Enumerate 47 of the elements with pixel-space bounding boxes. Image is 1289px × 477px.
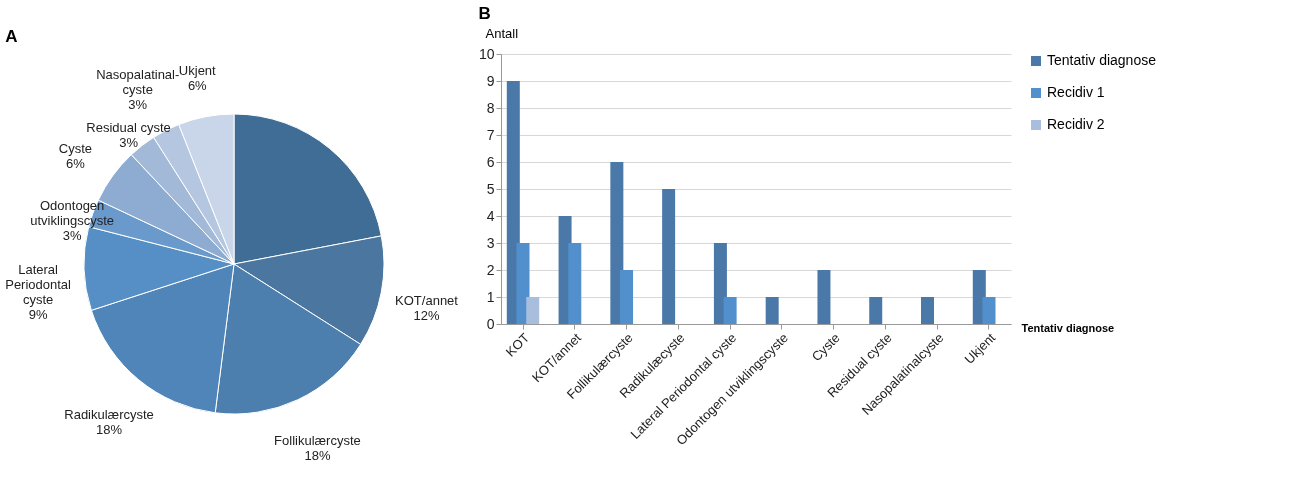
slice-label: KOT/annet [395, 292, 459, 308]
chart-title: B [478, 4, 491, 23]
bar [610, 162, 624, 324]
legend-label: Recidiv 1 [1047, 84, 1105, 100]
data-label: 18% [304, 448, 331, 464]
slice-label: Nasopalatinal- cyste [96, 67, 180, 98]
data-label: 6% [66, 155, 86, 171]
bar [506, 81, 520, 324]
data-label: 18% [96, 422, 123, 438]
y-tick-label: 2 [486, 261, 495, 278]
bar [526, 297, 540, 324]
bar [982, 297, 996, 324]
bar [568, 243, 582, 324]
slice-label: Radikulærcyste [64, 407, 154, 423]
data-label: 3% [128, 97, 148, 113]
data-label: 12% [413, 307, 440, 323]
y-tick-label: 4 [486, 207, 495, 224]
bar [662, 189, 676, 324]
x-axis-title: Tentativ diagnose [1021, 321, 1115, 334]
slice-label: Residual cyste [86, 120, 171, 136]
bar [921, 297, 935, 324]
data-label: 3% [119, 135, 139, 151]
y-tick-label: 6 [486, 153, 495, 170]
data-label: 6% [187, 78, 208, 94]
slice-label: Cyste [58, 140, 93, 156]
y-tick-label: 0 [486, 315, 495, 332]
y-tick-label: 5 [486, 180, 495, 197]
slice-label: Ukjent [178, 63, 217, 79]
y-tick-label: 8 [486, 99, 495, 116]
data-label: 3% [62, 227, 82, 243]
y-tick-label: 1 [486, 288, 495, 305]
y-tick-label: 7 [486, 126, 495, 143]
slice-label: Lateral Periodontal cyste [5, 262, 72, 308]
bar [869, 297, 883, 324]
y-tick-label: 9 [486, 72, 495, 89]
data-label: 9% [28, 307, 48, 323]
chart-title: A [5, 26, 18, 46]
bar [765, 297, 779, 324]
legend-label: Recidiv 2 [1047, 116, 1105, 132]
y-tick-label: 10 [478, 45, 495, 62]
y-axis-title: Antall [485, 25, 519, 41]
bar [713, 243, 727, 324]
bar [723, 297, 737, 324]
bar [817, 270, 831, 324]
legend-label: Tentativ diagnose [1047, 52, 1157, 68]
y-tick-label: 3 [486, 234, 495, 251]
bar [620, 270, 634, 324]
